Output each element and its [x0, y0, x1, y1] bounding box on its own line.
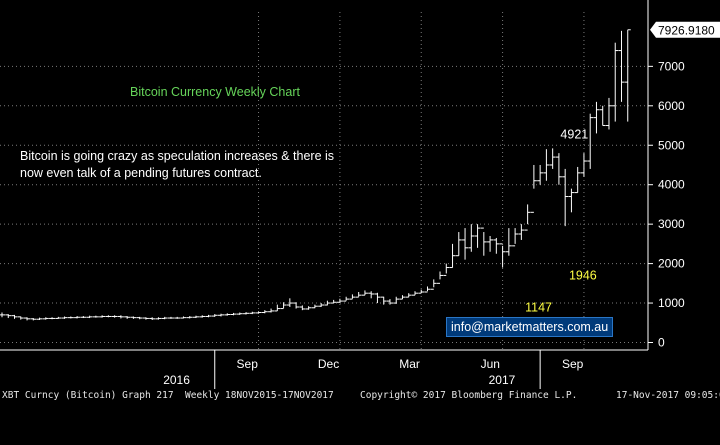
- price-annotation: 1147: [525, 300, 552, 314]
- y-tick-label: 7000: [658, 59, 685, 73]
- y-tick-label: 0: [658, 336, 665, 350]
- last-price-box: [650, 21, 720, 38]
- footer-copyright: Copyright© 2017 Bloomberg Finance L.P.: [360, 390, 578, 401]
- chart-title: Bitcoin Currency Weekly Chart: [130, 85, 300, 99]
- x-tick-label: Jun: [481, 357, 500, 371]
- x-tick-label: Mar: [399, 357, 420, 371]
- x-year-label: 2017: [489, 373, 516, 387]
- footer-ticker: XBT Curncy (Bitcoin) Graph 217 Weekly 18…: [2, 390, 334, 401]
- info-email-link[interactable]: info@marketmatters.com.au: [446, 317, 614, 337]
- x-year-label: 2016: [163, 373, 190, 387]
- y-tick-label: 6000: [658, 99, 685, 113]
- price-annotation: 1946: [569, 269, 597, 283]
- y-tick-label: 2000: [658, 257, 685, 271]
- y-tick-label: 1000: [658, 296, 685, 310]
- chart-footer: XBT Curncy (Bitcoin) Graph 217 Weekly 18…: [0, 389, 720, 403]
- y-tick-label: 5000: [658, 138, 685, 152]
- footer-timestamp: 17-Nov-2017 09:05:00: [616, 390, 720, 401]
- y-tick-label: 3000: [658, 217, 685, 231]
- y-tick-label: 4000: [658, 178, 685, 192]
- x-tick-label: Dec: [318, 357, 339, 371]
- bitcoin-weekly-chart: 0 1000 2000 3000 4000 5000 6000 7000 Sep Dec Mar Ju…: [0, 0, 720, 389]
- x-tick-label: Sep: [237, 357, 259, 371]
- chart-annotation: Bitcoin is going crazy as speculation in…: [20, 149, 335, 180]
- price-annotation: 4921: [560, 127, 588, 141]
- last-price-label: 7926.9180: [658, 23, 715, 37]
- x-tick-label: Sep: [562, 357, 584, 371]
